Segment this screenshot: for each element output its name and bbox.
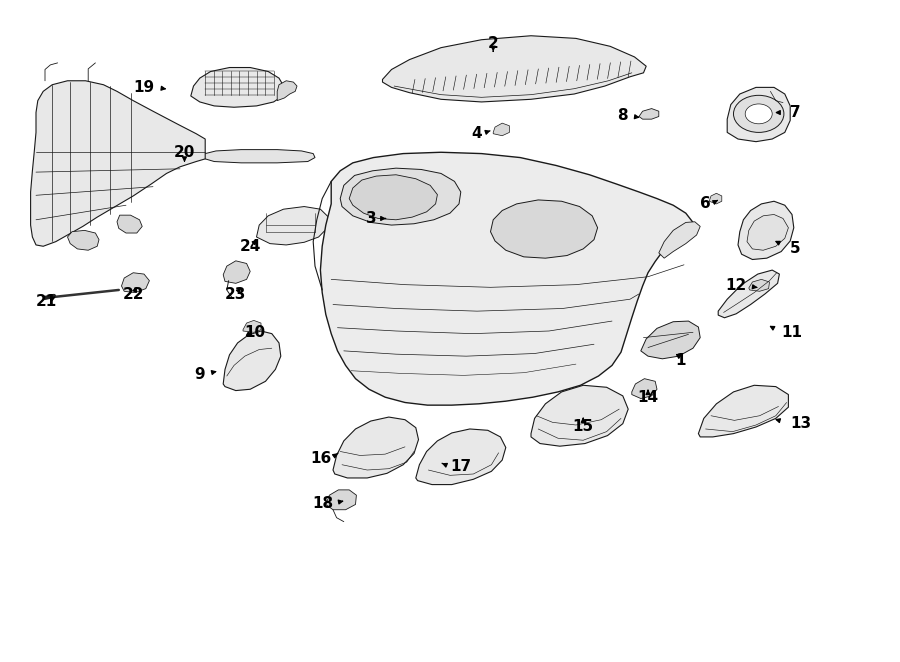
Text: 9: 9 — [194, 367, 205, 381]
Circle shape — [745, 104, 772, 124]
Text: 16: 16 — [310, 451, 331, 465]
Text: 5: 5 — [790, 241, 801, 256]
Text: 22: 22 — [122, 287, 144, 302]
Text: 6: 6 — [700, 197, 711, 211]
Polygon shape — [31, 81, 205, 246]
Text: 12: 12 — [725, 279, 747, 293]
Polygon shape — [641, 321, 700, 359]
Text: 23: 23 — [225, 287, 247, 302]
Polygon shape — [256, 207, 328, 245]
Polygon shape — [320, 152, 693, 405]
Polygon shape — [389, 213, 405, 224]
Text: 18: 18 — [312, 496, 333, 510]
Polygon shape — [416, 429, 506, 485]
Text: 10: 10 — [245, 325, 266, 340]
Text: 24: 24 — [239, 239, 261, 254]
Polygon shape — [709, 193, 722, 204]
Text: 8: 8 — [617, 109, 628, 123]
Polygon shape — [117, 215, 142, 233]
Polygon shape — [340, 168, 461, 225]
Text: 11: 11 — [781, 325, 802, 340]
Polygon shape — [749, 279, 770, 291]
Polygon shape — [277, 81, 297, 101]
Polygon shape — [122, 273, 149, 293]
Text: 15: 15 — [572, 420, 594, 434]
Polygon shape — [747, 214, 788, 250]
Polygon shape — [223, 261, 250, 283]
Polygon shape — [632, 379, 657, 399]
Text: 17: 17 — [450, 459, 471, 474]
Polygon shape — [382, 36, 646, 102]
Text: 20: 20 — [174, 145, 195, 160]
Circle shape — [734, 95, 784, 132]
Polygon shape — [333, 417, 418, 478]
Polygon shape — [718, 270, 779, 318]
Text: 19: 19 — [134, 80, 155, 95]
Text: 7: 7 — [790, 105, 801, 120]
Text: 14: 14 — [637, 390, 659, 404]
Polygon shape — [727, 87, 790, 142]
Polygon shape — [203, 150, 315, 163]
Polygon shape — [326, 490, 356, 510]
Polygon shape — [639, 109, 659, 119]
Polygon shape — [698, 385, 788, 437]
Polygon shape — [491, 200, 598, 258]
Polygon shape — [493, 123, 509, 136]
Polygon shape — [738, 201, 794, 260]
Text: 2: 2 — [488, 36, 499, 50]
Text: 13: 13 — [790, 416, 811, 431]
Polygon shape — [191, 68, 284, 107]
Polygon shape — [659, 222, 700, 258]
Polygon shape — [243, 320, 261, 332]
Text: 3: 3 — [365, 211, 376, 226]
Polygon shape — [223, 331, 281, 391]
Text: 4: 4 — [471, 126, 482, 141]
Text: 1: 1 — [675, 354, 686, 368]
Text: 21: 21 — [36, 294, 58, 308]
Polygon shape — [349, 175, 437, 220]
Polygon shape — [68, 230, 99, 250]
Polygon shape — [531, 385, 628, 446]
